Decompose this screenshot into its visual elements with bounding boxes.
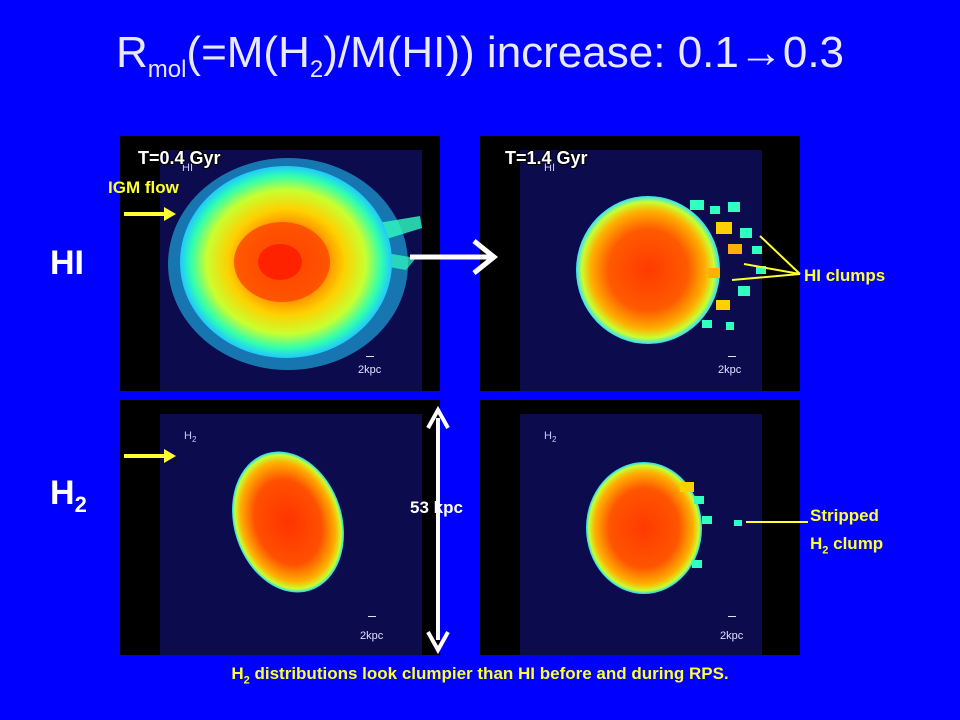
right-arrow-icon: →: [738, 28, 783, 77]
scale-label: 2kpc: [718, 364, 742, 376]
hi-early-galaxy-image: [168, 158, 422, 370]
igm-flow-arrowhead-icon: [164, 207, 176, 221]
panel-h2-early: H2 2kpc: [120, 400, 440, 655]
stripped-clump-label-line2: H2 clump: [810, 534, 884, 557]
h2-early-galaxy-image: [232, 451, 344, 593]
hi-clumps-pointer: [759, 235, 801, 275]
scale-label: 2kpc: [358, 364, 382, 376]
scale-bar: [728, 356, 736, 357]
panel-hi-early: HI 2kpc: [120, 136, 440, 391]
time-label-early: T=0.4 Gyr: [138, 148, 221, 168]
panel-species-label: H2: [184, 430, 197, 445]
scale-label: 2kpc: [720, 630, 744, 642]
h2-late-galaxy-image: [586, 462, 742, 594]
igm-flow-arrowhead-icon: [164, 449, 176, 463]
row-label-h2: H2: [50, 474, 87, 517]
up-arrowhead-icon: [426, 405, 450, 429]
scale-bar: [728, 616, 736, 617]
hi-clumps-label: HI clumps: [804, 266, 886, 285]
hi-late-galaxy-image: [576, 196, 766, 344]
scale-bar: [368, 616, 376, 617]
scale-label: 2kpc: [360, 630, 384, 642]
scale-bar: [366, 356, 374, 357]
hi-clumps-pointer: [743, 263, 801, 275]
row-label-hi: HI: [50, 244, 84, 282]
down-arrowhead-icon: [426, 631, 450, 655]
hi-clumps-pointer: [731, 273, 801, 281]
caption: H2 distributions look clumpier than HI b…: [231, 664, 729, 687]
right-arrowhead-icon: [472, 239, 499, 275]
time-label-late: T=1.4 Gyr: [505, 148, 588, 168]
panel-species-label: HI: [182, 162, 193, 174]
size-label: 53 kpc: [410, 498, 463, 517]
igm-flow-label: IGM flow: [108, 178, 179, 197]
panel-species-label: H2: [544, 430, 557, 445]
panel-h2-late: H2 2kpc: [480, 400, 800, 655]
panel-species-label: HI: [544, 162, 555, 174]
stripped-clump-label-line1: Stripped: [810, 506, 879, 525]
slide-title: Rmol(=M(H2)/M(HI)) increase: 0.1→0.3: [115, 28, 845, 83]
